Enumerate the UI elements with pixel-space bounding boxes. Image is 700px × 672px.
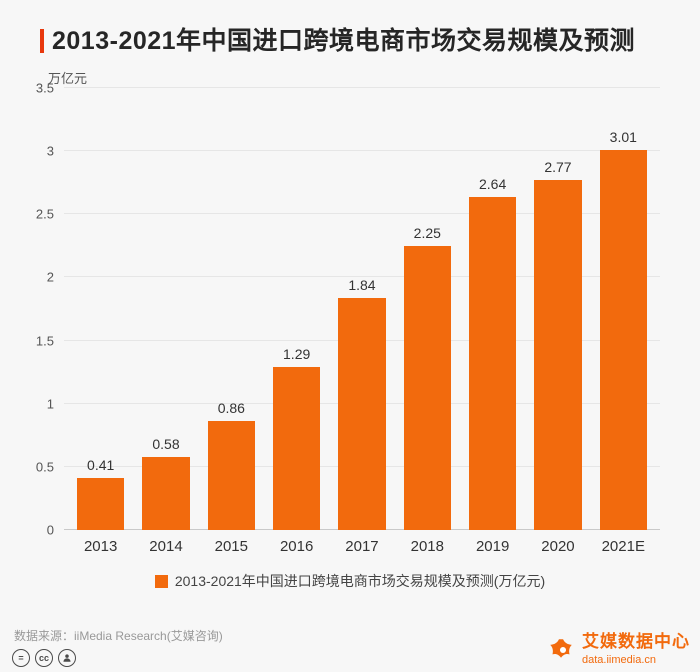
bar-column: 2.64 <box>468 88 517 530</box>
gridline <box>64 213 660 215</box>
bar-column: 1.84 <box>338 88 386 530</box>
brand-name: 艾媒数据中心 <box>582 632 690 652</box>
x-tick-label: 2014 <box>149 538 183 555</box>
y-tick-label: 2.5 <box>35 206 54 222</box>
x-tick-label: 2021E <box>601 538 645 555</box>
y-axis: 0 0.5 1 1.5 2 2.5 3 3.5 <box>30 81 64 538</box>
bar-value-label: 1.84 <box>348 276 376 293</box>
bar-value-label: 2.77 <box>544 159 572 176</box>
x-tick-label: 2015 <box>214 538 248 555</box>
y-tick-label: 1 <box>46 396 54 412</box>
cc-person-icon <box>58 649 76 667</box>
page-title: 2013-2021年中国进口跨境电商市场交易规模及预测 <box>52 27 636 55</box>
x-tick-label: 2019 <box>475 538 510 555</box>
brand-watermark: 艾媒数据中心 data.iimedia.cn <box>549 633 690 666</box>
brand-text-block: 艾媒数据中心 data.iimedia.cn <box>582 633 690 666</box>
license-icons: = cc <box>12 649 76 667</box>
y-tick-label: 3.5 <box>35 80 54 96</box>
gridline <box>64 276 660 278</box>
header: 2013-2021年中国进口跨境电商市场交易规模及预测 <box>0 0 700 56</box>
title-accent-bar <box>40 29 44 53</box>
y-tick-label: 1.5 <box>35 333 54 349</box>
bar-value-label: 0.41 <box>87 457 115 474</box>
cc-equals-icon: = <box>12 649 30 667</box>
bar-column: 0.58 <box>142 88 190 530</box>
bar-chart: 万亿元 0 0.5 1 1.5 2 2.5 3 3.5 0.41 0.58 0.86 1.29 1.8… <box>30 68 660 555</box>
bar-value-label: 3.01 <box>609 128 637 145</box>
data-source-text: 数据来源：iiMedia Research(艾媒咨询) <box>14 629 223 643</box>
bar-value-label: 2.64 <box>479 175 507 192</box>
bar <box>534 180 582 530</box>
gridline <box>64 150 660 152</box>
bar-value-label: 0.86 <box>217 400 245 417</box>
x-tick-label: 2020 <box>541 538 575 555</box>
y-tick-label: 0 <box>46 522 54 538</box>
bar-column: 2.77 <box>534 88 582 530</box>
y-tick-label: 3 <box>46 143 54 159</box>
bar <box>468 196 517 530</box>
x-axis: 2013 2014 2015 2016 2017 2018 2019 2020 2021E <box>64 538 660 555</box>
bar <box>207 421 255 530</box>
bar-column: 3.01 <box>599 88 647 530</box>
y-tick-label: 0.5 <box>35 459 54 475</box>
y-axis-unit-label: 万亿元 <box>48 71 88 86</box>
gridline <box>64 87 660 88</box>
plot-row: 0 0.5 1 1.5 2 2.5 3 3.5 0.41 0.58 0.86 1.29 1.84 2.2… <box>30 81 660 555</box>
bar-value-label: 1.29 <box>283 346 311 363</box>
bar <box>403 245 451 530</box>
plot-area: 0.41 0.58 0.86 1.29 1.84 2.25 2.64 2.77 3.01 <box>64 87 660 530</box>
bar-column: 2.25 <box>403 88 451 530</box>
brand-logo-icon <box>549 636 577 664</box>
bar <box>599 149 647 530</box>
x-tick-label: 2017 <box>345 538 379 555</box>
bar-column: 0.41 <box>77 88 125 530</box>
bar-value-label: 2.25 <box>413 224 441 241</box>
bar-column: 1.29 <box>272 88 321 530</box>
bar <box>142 456 190 530</box>
y-tick-label: 2 <box>46 269 54 285</box>
bar <box>272 367 321 530</box>
brand-url: data.iimedia.cn <box>582 653 656 666</box>
legend-label: 2013-2021年中国进口跨境电商市场交易规模及预测(万亿元) <box>174 573 546 589</box>
x-tick-label: 2018 <box>410 538 444 555</box>
legend-swatch <box>154 574 168 588</box>
x-tick-label: 2016 <box>279 538 314 555</box>
bar-value-label: 0.58 <box>152 435 180 452</box>
cc-cc-icon: cc <box>35 649 53 667</box>
bar-column: 0.86 <box>207 88 255 530</box>
legend: 2013-2021年中国进口跨境电商市场交易规模及预测(万亿元) <box>0 571 700 591</box>
bar <box>77 478 125 530</box>
x-tick-label: 2013 <box>83 538 118 555</box>
plot-column: 0.41 0.58 0.86 1.29 1.84 2.25 2.64 2.77 3.01 201… <box>64 87 660 555</box>
bars-container: 0.41 0.58 0.86 1.29 1.84 2.25 2.64 2.77 3.01 <box>64 88 660 530</box>
bar <box>338 297 386 530</box>
